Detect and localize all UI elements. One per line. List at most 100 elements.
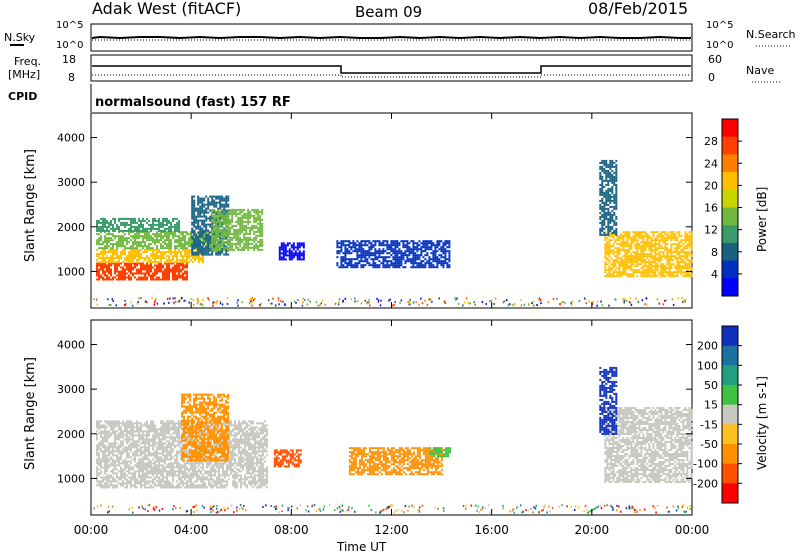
velocity-colorbar-label: Velocity [m s-1] <box>755 376 769 470</box>
power-colorbar-bin <box>722 260 738 279</box>
x-tick-label: 08:00 <box>274 523 309 537</box>
power-colorbar-bin <box>722 154 738 173</box>
x-tick-label: 16:00 <box>474 523 509 537</box>
velocity-data-layer <box>93 366 693 514</box>
power-colorbar-tick-label: 4 <box>711 268 718 281</box>
vel-colorbar-bin <box>722 385 738 406</box>
power-colorbar-tick-label: 24 <box>704 157 718 170</box>
vel-colorbar-bin <box>722 444 738 465</box>
freq-label: Freq. <box>14 55 41 68</box>
vel-colorbar-tick-label: 50 <box>704 379 718 392</box>
noise-panel <box>90 23 693 52</box>
beam-label: Beam 09 <box>355 3 422 21</box>
vel-ytick-label: 3000 <box>57 383 85 396</box>
vel-region-4 <box>429 447 452 458</box>
x-tick-label: 12:00 <box>374 523 409 537</box>
power-region-1 <box>96 249 204 264</box>
power-colorbar-tick-label: 28 <box>704 135 718 148</box>
x-tick-label: 04:00 <box>174 523 209 537</box>
power-colorbar-bin <box>722 278 738 297</box>
vel-ground-scatter <box>93 504 692 514</box>
date-label: 08/Feb/2015 <box>588 0 688 18</box>
time-x-axis: 00:00 04:00 08:00 12:00 16:00 20:00 00:00 <box>74 113 710 537</box>
power-colorbar-tick-label: 8 <box>711 246 718 259</box>
vel-region-5 <box>604 407 693 483</box>
vel-colorbar-bin <box>722 326 738 347</box>
velocity-colorbar: 200 100 50 15 -15 -50 -100 -200 <box>693 325 742 504</box>
power-colorbar-tick-label: 12 <box>704 224 718 237</box>
nave-label: Nave <box>746 64 774 77</box>
vel-colorbar-bin <box>722 463 738 484</box>
power-region-7 <box>336 240 451 269</box>
x-tick-label: 20:00 <box>575 523 610 537</box>
freq-tick-top: 18 <box>62 53 76 66</box>
velocity-ylabel: Slant Range [km] <box>23 357 38 470</box>
vel-colorbar-bin <box>722 345 738 366</box>
nave-line <box>92 74 691 78</box>
power-colorbar-tick-label: 16 <box>704 202 718 215</box>
power-ytick-label: 3000 <box>57 176 85 189</box>
vel-ytick-label: 2000 <box>57 428 85 441</box>
vel-region-2 <box>273 449 302 468</box>
freq-line <box>92 65 691 74</box>
nsearch-label: N.Search <box>746 28 796 41</box>
freq-panel <box>90 54 693 82</box>
vel-colorbar-bin <box>722 483 738 504</box>
power-colorbar-bin <box>722 242 738 262</box>
noise-tick-right-top: 10^5 <box>706 20 733 31</box>
vel-region-1 <box>181 393 230 462</box>
power-data-layer <box>93 159 693 307</box>
power-region-6 <box>278 242 305 261</box>
power-panel: 4000 3000 2000 1000 <box>57 112 693 309</box>
power-colorbar-bin <box>722 136 738 155</box>
vel-colorbar-tick-label: -50 <box>700 438 718 451</box>
vel-colorbar-tick-label: 200 <box>697 340 718 353</box>
power-colorbar-bin <box>722 225 738 244</box>
cpid-label: CPID <box>8 90 37 103</box>
vel-region-3 <box>348 447 443 476</box>
power-region-9 <box>599 159 618 236</box>
x-tick-label: 00:00 <box>74 523 109 537</box>
vel-colorbar-tick-label: -200 <box>693 477 718 490</box>
power-y-ticks: 4000 3000 2000 1000 <box>57 132 692 278</box>
vel-colorbar-tick-label: 15 <box>704 399 718 412</box>
noise-sky-line <box>91 35 691 40</box>
x-tick-label: 00:00 <box>675 523 710 537</box>
vel-colorbar-bin <box>722 424 738 445</box>
vel-colorbar-tick-label: -100 <box>693 458 718 471</box>
vel-colorbar-tick-label: -15 <box>700 418 718 431</box>
time-xlabel: Time UT <box>336 540 387 554</box>
vel-ytick-label: 4000 <box>57 339 85 352</box>
vel-colorbar-tick-label: 100 <box>697 359 718 372</box>
cpid-text: normalsound (fast) 157 RF <box>95 95 291 110</box>
velocity-y-ticks: 4000 3000 2000 1000 <box>57 339 692 485</box>
power-ylabel: Slant Range [km] <box>23 149 38 262</box>
power-plot-frame <box>90 112 693 309</box>
nave-tick-bottom: 0 <box>708 71 715 84</box>
vel-ytick-label: 1000 <box>57 472 85 485</box>
nave-tick-top: 60 <box>708 53 722 66</box>
power-ytick-label: 4000 <box>57 132 85 145</box>
power-ytick-label: 1000 <box>57 265 85 278</box>
power-ground-scatter <box>93 296 687 307</box>
nsky-label: N.Sky <box>4 31 36 44</box>
velocity-panel: 4000 3000 2000 1000 <box>57 319 693 516</box>
vel-colorbar-frame <box>721 325 739 504</box>
power-colorbar-tick-label: 20 <box>704 179 718 192</box>
power-region-3 <box>96 217 180 232</box>
noise-tick-right-bottom: 10^0 <box>706 40 733 51</box>
power-colorbar-label: Power [dB] <box>755 187 769 252</box>
power-region-8 <box>604 231 693 278</box>
vel-colorbar-bin <box>722 404 738 425</box>
noise-tick-left-top: 10^5 <box>56 20 83 31</box>
vel-region-6 <box>599 366 618 435</box>
power-region-5 <box>211 208 264 251</box>
power-colorbar-bin <box>722 189 738 208</box>
power-colorbar-bin <box>722 119 738 138</box>
vel-colorbar-bin <box>722 365 738 386</box>
power-colorbar-bin <box>722 172 738 191</box>
power-colorbar-bin <box>722 207 738 226</box>
power-colorbar: 28 24 20 16 12 8 4 <box>704 118 742 297</box>
power-region-0 <box>96 262 188 281</box>
